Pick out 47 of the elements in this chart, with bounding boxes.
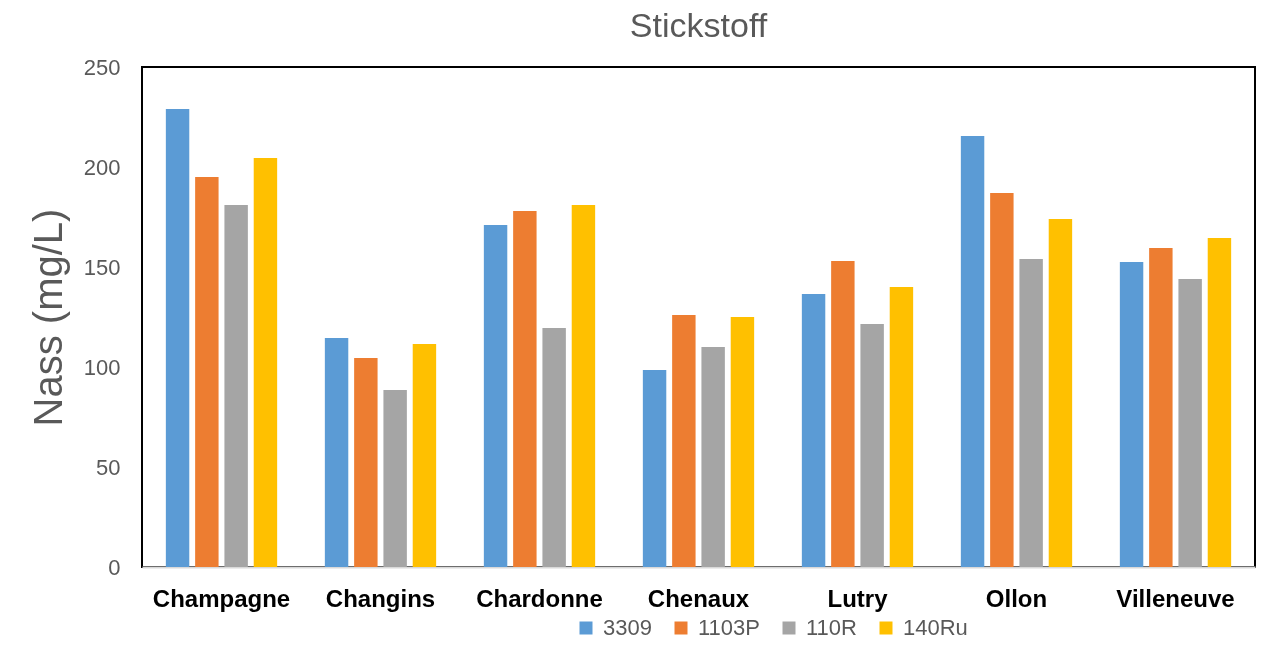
bar [571, 205, 596, 567]
bar [960, 136, 985, 567]
bar [889, 287, 914, 567]
bar [195, 177, 219, 567]
bar [1207, 238, 1232, 567]
bar [165, 109, 190, 567]
y-tick-label: 100 [83, 354, 121, 380]
y-tick-label: 50 [96, 454, 121, 480]
legend-label: 1103P [698, 615, 760, 640]
y-tick-label: 150 [83, 254, 121, 280]
bar [672, 315, 696, 567]
bar [1178, 279, 1202, 567]
x-tick-label: Lutry [827, 584, 889, 612]
bar [1149, 248, 1173, 567]
legend-label: 140Ru [903, 615, 968, 640]
x-tick-label: Champagne [152, 584, 291, 612]
x-tick-label: Chenaux [647, 584, 750, 612]
x-tick-label: Villeneuve [1116, 584, 1235, 612]
y-tick-label: 0 [108, 554, 121, 580]
x-tick-label: Ollon [985, 584, 1048, 612]
bar [990, 193, 1014, 567]
x-tick-label: Chardonne [476, 584, 603, 612]
bar [1119, 262, 1144, 567]
bar [412, 344, 437, 567]
y-tick-label: 250 [83, 54, 121, 80]
bar [701, 347, 725, 567]
bar [801, 294, 826, 567]
bar [483, 225, 508, 567]
bar [730, 317, 755, 567]
bar [831, 261, 855, 567]
chart-title: Stickstoff [629, 6, 768, 44]
y-tick-label: 200 [83, 154, 121, 180]
bar [642, 370, 667, 567]
bar [354, 358, 378, 567]
bar [383, 390, 407, 567]
x-tick-label: Changins [325, 584, 436, 612]
bar [324, 338, 349, 567]
y-axis-title: Nass (mg/L) [25, 208, 70, 427]
bar [542, 328, 566, 567]
bar [1019, 259, 1043, 567]
bar [1048, 219, 1073, 567]
bar [860, 324, 884, 567]
legend-label: 110R [806, 615, 857, 640]
bar [253, 158, 278, 567]
bar [513, 211, 537, 567]
legend-label: 3309 [603, 615, 652, 640]
bar [224, 205, 248, 567]
